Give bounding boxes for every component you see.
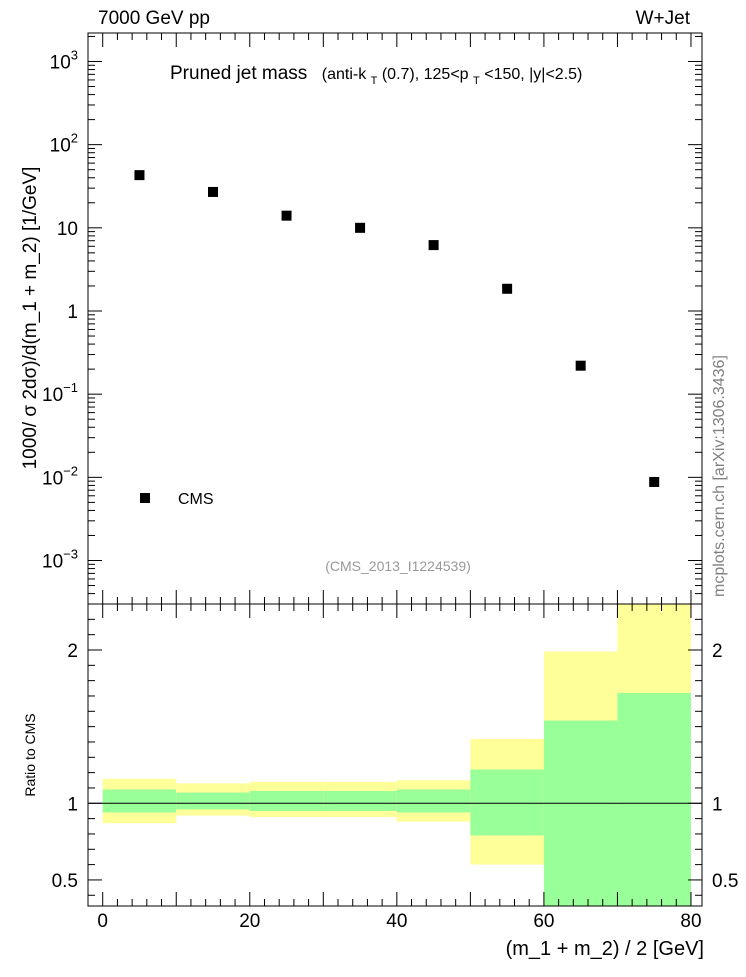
ratio-band-inner	[323, 791, 397, 811]
y-tick-label: 10−2	[42, 463, 78, 489]
y-tick-label: 103	[50, 47, 78, 73]
ratio-y-tick-label-right: 0.5	[712, 871, 738, 892]
main-panel-frame	[87, 32, 703, 605]
y-tick-label-base: 10	[42, 552, 63, 573]
plot-title-sub-mid: (0.7), 125<p	[382, 66, 469, 83]
ratio-band-inner	[617, 692, 691, 906]
y-tick-label-base: 10	[50, 136, 71, 157]
data-markers	[134, 170, 660, 487]
y-tick-label-base: 10	[42, 385, 63, 406]
ratio-y-tick-label-right: 1	[712, 794, 723, 815]
y-tick-label: 10−3	[42, 547, 78, 573]
ratio-band-inner	[543, 720, 618, 906]
plot-title: Pruned jet mass (anti-k T (0.7), 125<p T…	[170, 63, 582, 88]
y-tick-label: 10	[57, 219, 78, 240]
y-tick-label-exp: −1	[63, 380, 78, 395]
data-point	[502, 283, 513, 294]
y-tick-label: 1	[67, 302, 78, 323]
y-tick-label-exp: 2	[71, 131, 78, 146]
data-point	[208, 186, 219, 197]
plot-title-sub-suffix: <150, |y|<2.5)	[484, 66, 582, 83]
y-tick-label: 10−1	[42, 380, 78, 406]
x-tick-label: 40	[386, 911, 407, 932]
ratio-y-tick-label-left: 2	[67, 641, 78, 662]
ratio-y-tick-label-left: 0.5	[52, 871, 78, 892]
ratio-axis-ticks: 0.5 0.51 12 20 20 40 60 80	[52, 603, 738, 932]
ratio-y-tick-label-right: 2	[712, 641, 723, 662]
x-axis-label: (m_1 + m_2) / 2 [GeV]	[506, 938, 704, 960]
plot-title-k-sub: T	[371, 75, 378, 87]
legend-label: CMS	[178, 491, 214, 508]
y-tick-label-exp: −2	[63, 463, 78, 478]
x-tick-label: 80	[680, 911, 701, 932]
ratio-band-inner	[249, 791, 324, 811]
x-tick-label: 20	[239, 911, 260, 932]
ratio-band-inner	[102, 789, 177, 813]
y-tick-label-base: 10	[42, 468, 63, 489]
plot-title-p-sub: T	[473, 75, 480, 87]
data-point	[355, 222, 366, 233]
header-right-label: W+Jet	[636, 8, 691, 29]
x-tick-label: 0	[97, 911, 108, 932]
data-point	[281, 210, 292, 221]
data-point	[428, 240, 439, 251]
ratio-band-inner	[470, 769, 544, 836]
side-label: mcplots.cern.ch [arXiv:1306.3436]	[711, 355, 728, 597]
legend-marker	[140, 493, 150, 503]
ratio-bands	[102, 604, 691, 906]
data-point	[575, 360, 586, 371]
ratio-band-inner	[176, 792, 250, 810]
data-point	[649, 476, 660, 487]
analysis-label: (CMS_2013_I1224539)	[325, 558, 471, 574]
ratio-band-inner	[396, 789, 471, 813]
x-tick-label: 60	[533, 911, 554, 932]
ratio-panel-frame	[87, 603, 703, 907]
data-point	[134, 170, 145, 181]
ratio-y-tick-label-left: 1	[67, 794, 78, 815]
y-tick-label-exp: 3	[71, 47, 78, 62]
y-tick-label: 102	[50, 131, 78, 157]
ratio-y-axis-label: Ratio to CMS	[22, 713, 38, 796]
plot-title-main: Pruned jet mass	[170, 63, 307, 84]
y-tick-label-base: 10	[50, 52, 71, 73]
panel-frames	[87, 32, 703, 907]
main-y-axis-label: 1000/ σ 2dσ)/d(m_1 + m_2) [1/GeV]	[20, 167, 41, 470]
header-left-label: 7000 GeV pp	[98, 8, 210, 29]
y-tick-label-exp: −3	[63, 547, 78, 562]
plot-title-sub-prefix: (anti-k	[322, 66, 367, 83]
